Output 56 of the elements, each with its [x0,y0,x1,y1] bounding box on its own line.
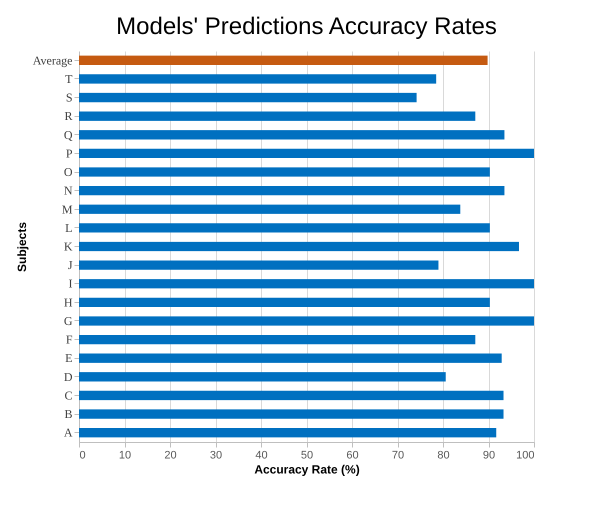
y-axis-title: Subjects [14,222,29,272]
x-axis-title: Accuracy Rate (%) [254,462,360,476]
bar [79,279,534,288]
y-tick-label: J [68,258,73,272]
bar [79,409,504,419]
x-tick-label: 100 [516,450,534,462]
y-tick-label: F [66,332,73,347]
x-tick-label: 40 [255,450,268,462]
y-tick-label: H [64,295,73,310]
bar [79,186,504,196]
y-tick-label: E [65,351,72,366]
y-tick-label: P [66,146,73,160]
bar [79,390,504,400]
bar [79,56,488,65]
bar [79,148,534,158]
x-tick-label: 80 [437,450,450,462]
bar [79,354,502,363]
y-tick-label: T [65,72,74,86]
y-tick-label: Q [64,128,73,142]
x-tick-label: 0 [80,450,86,462]
y-tick-label: N [64,184,73,198]
bar [79,112,476,121]
y-tick-label: R [64,109,72,124]
bar [79,372,446,382]
bar [79,204,460,214]
y-tick-label: D [64,370,73,384]
y-tick-label: L [65,220,72,235]
x-tick-label: 70 [392,450,404,462]
x-tick-label: 30 [210,450,222,462]
chart-title: Models' Predictions Accuracy Rates [116,13,497,40]
y-tick-label: M [62,202,73,216]
y-tick-label: Average [32,53,72,68]
y-tick-label: B [64,407,72,422]
y-tick-label: C [64,388,72,402]
bar [79,223,490,233]
y-tick-label: G [64,314,73,328]
bar [79,130,504,140]
bar [79,92,417,102]
x-tick-label: 90 [482,450,496,462]
bar [79,428,496,438]
y-tick-label: S [66,90,72,105]
bar [79,298,490,308]
bar [79,316,534,326]
y-tick-label: A [64,426,73,440]
bar [79,242,519,252]
bar [79,167,490,177]
bar [79,334,476,344]
bar [79,260,438,270]
x-tick-label: 10 [118,450,132,462]
y-tick-label: I [68,276,72,291]
x-tick-label: 20 [164,450,177,462]
x-tick-label: 50 [300,450,314,462]
x-tick-label: 60 [346,450,359,462]
y-tick-label: O [64,165,73,180]
bar [79,74,436,84]
y-tick-label: K [64,240,73,254]
